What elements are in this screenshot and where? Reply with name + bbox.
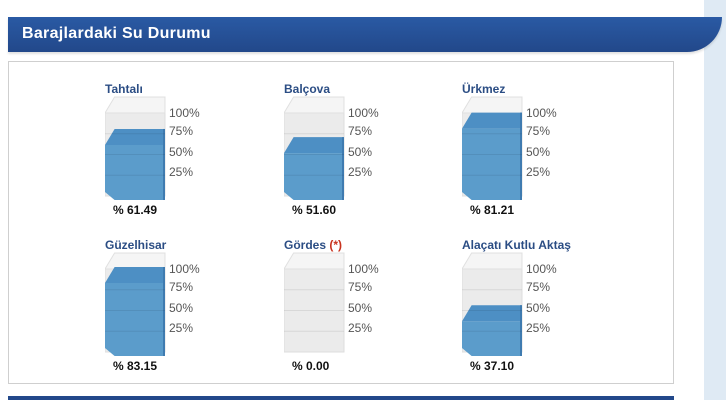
- page-side-rail: [698, 0, 726, 400]
- dam-name-text: Güzelhisar: [105, 238, 167, 252]
- gauge-tick-label: 75%: [348, 280, 373, 294]
- water-body: [105, 282, 165, 356]
- dam-name-note: (*): [329, 238, 343, 252]
- gauge-tick-label: 100%: [348, 106, 379, 120]
- water-surface: [462, 305, 522, 322]
- water-edge: [342, 137, 344, 200]
- dam-name-text: Alaçatı Kutlu Aktaş: [462, 238, 571, 252]
- gauge-tick-label: 100%: [348, 262, 379, 276]
- gauge-tick-label: 25%: [348, 165, 373, 179]
- dam-gauge: Balçova 100% 75% 50% 25% % 51.60: [284, 82, 454, 222]
- gauge-tick-label: 100%: [169, 262, 200, 276]
- dam-level-value: % 0.00: [292, 359, 330, 373]
- tank-top: [105, 96, 166, 114]
- water-edge: [163, 266, 165, 356]
- water-surface: [284, 137, 344, 154]
- dam-level-value: % 61.49: [113, 203, 158, 217]
- tank-graphic: [105, 252, 166, 356]
- dam-gauge: Tahtalı 100% 75% 50% 25% % 61.49: [105, 82, 275, 222]
- dam-level-value: % 83.15: [113, 359, 158, 373]
- gauge-tick-label: 75%: [169, 280, 194, 294]
- gauge-tick-label: 50%: [348, 145, 373, 159]
- water-surface: [105, 128, 165, 145]
- tank-graphic: [284, 96, 345, 200]
- gauge-tick-label: 50%: [169, 301, 194, 315]
- gauge-tick-label: 75%: [526, 124, 551, 138]
- water-body: [284, 153, 344, 200]
- water-edge: [520, 112, 522, 200]
- dam-level-value: % 51.60: [292, 203, 337, 217]
- dam-name: Güzelhisar: [105, 238, 166, 252]
- water-edge: [163, 128, 165, 200]
- tank-graphic: [462, 252, 523, 356]
- dam-name-text: Tahtalı: [105, 82, 143, 96]
- gauge-tick-label: 50%: [526, 301, 551, 315]
- dam-level-value: % 37.10: [470, 359, 515, 373]
- next-section-border: [8, 396, 674, 400]
- dam-name: Gördes (*): [284, 238, 342, 252]
- gauge-tick-label: 25%: [526, 165, 551, 179]
- tank-graphic: [105, 96, 166, 200]
- water-surface: [105, 266, 165, 283]
- water-edge: [520, 305, 522, 356]
- water-body: [462, 128, 522, 200]
- gauge-tick-label: 75%: [526, 280, 551, 294]
- dam-name-text: Balçova: [284, 82, 331, 96]
- section-header: Barajlardaki Su Durumu: [8, 17, 722, 52]
- dam-gauge: Ürkmez 100% 75% 50% 25% % 81.21: [462, 82, 632, 222]
- tank-graphic: [284, 252, 345, 353]
- tank-top: [105, 252, 166, 270]
- tank-top: [284, 96, 345, 114]
- dam-name: Ürkmez: [462, 82, 505, 96]
- dam-name: Tahtalı: [105, 82, 143, 96]
- gauge-tick-label: 25%: [526, 321, 551, 335]
- gauge-tick-label: 25%: [169, 165, 194, 179]
- tank-top: [284, 252, 345, 270]
- gauge-tick-label: 25%: [169, 321, 194, 335]
- tank-top: [462, 96, 523, 114]
- dam-name-text: Gördes: [284, 238, 327, 252]
- gauge-tick-label: 100%: [169, 106, 200, 120]
- gauge-tick-label: 50%: [348, 301, 373, 315]
- gauge-tick-label: 25%: [348, 321, 373, 335]
- dam-gauge: Güzelhisar 100% 75% 50% 25% % 83.15: [105, 238, 275, 378]
- gauge-tick-label: 100%: [526, 106, 557, 120]
- gauge-tick-label: 100%: [526, 262, 557, 276]
- water-surface: [462, 112, 522, 129]
- tank-graphic: [462, 96, 523, 200]
- gauge-tick-label: 50%: [526, 145, 551, 159]
- dam-name: Balçova: [284, 82, 330, 96]
- gauge-tick-label: 50%: [169, 145, 194, 159]
- gauge-tick-label: 75%: [348, 124, 373, 138]
- dam-name: Alaçatı Kutlu Aktaş: [462, 238, 571, 252]
- dam-name-text: Ürkmez: [462, 82, 506, 96]
- rail-gap: [698, 0, 704, 400]
- dam-level-value: % 81.21: [470, 203, 515, 217]
- dam-gauge: Gördes (*) 100% 75% 50% 25% % 0.00: [284, 238, 454, 378]
- water-body: [462, 321, 522, 356]
- section-title: Barajlardaki Su Durumu: [22, 25, 211, 42]
- gauge-tick-label: 75%: [169, 124, 194, 138]
- water-body: [105, 144, 165, 200]
- dam-gauge: Alaçatı Kutlu Aktaş 100% 75% 50% 25% % 37.10: [462, 238, 632, 378]
- tank-top: [462, 252, 523, 270]
